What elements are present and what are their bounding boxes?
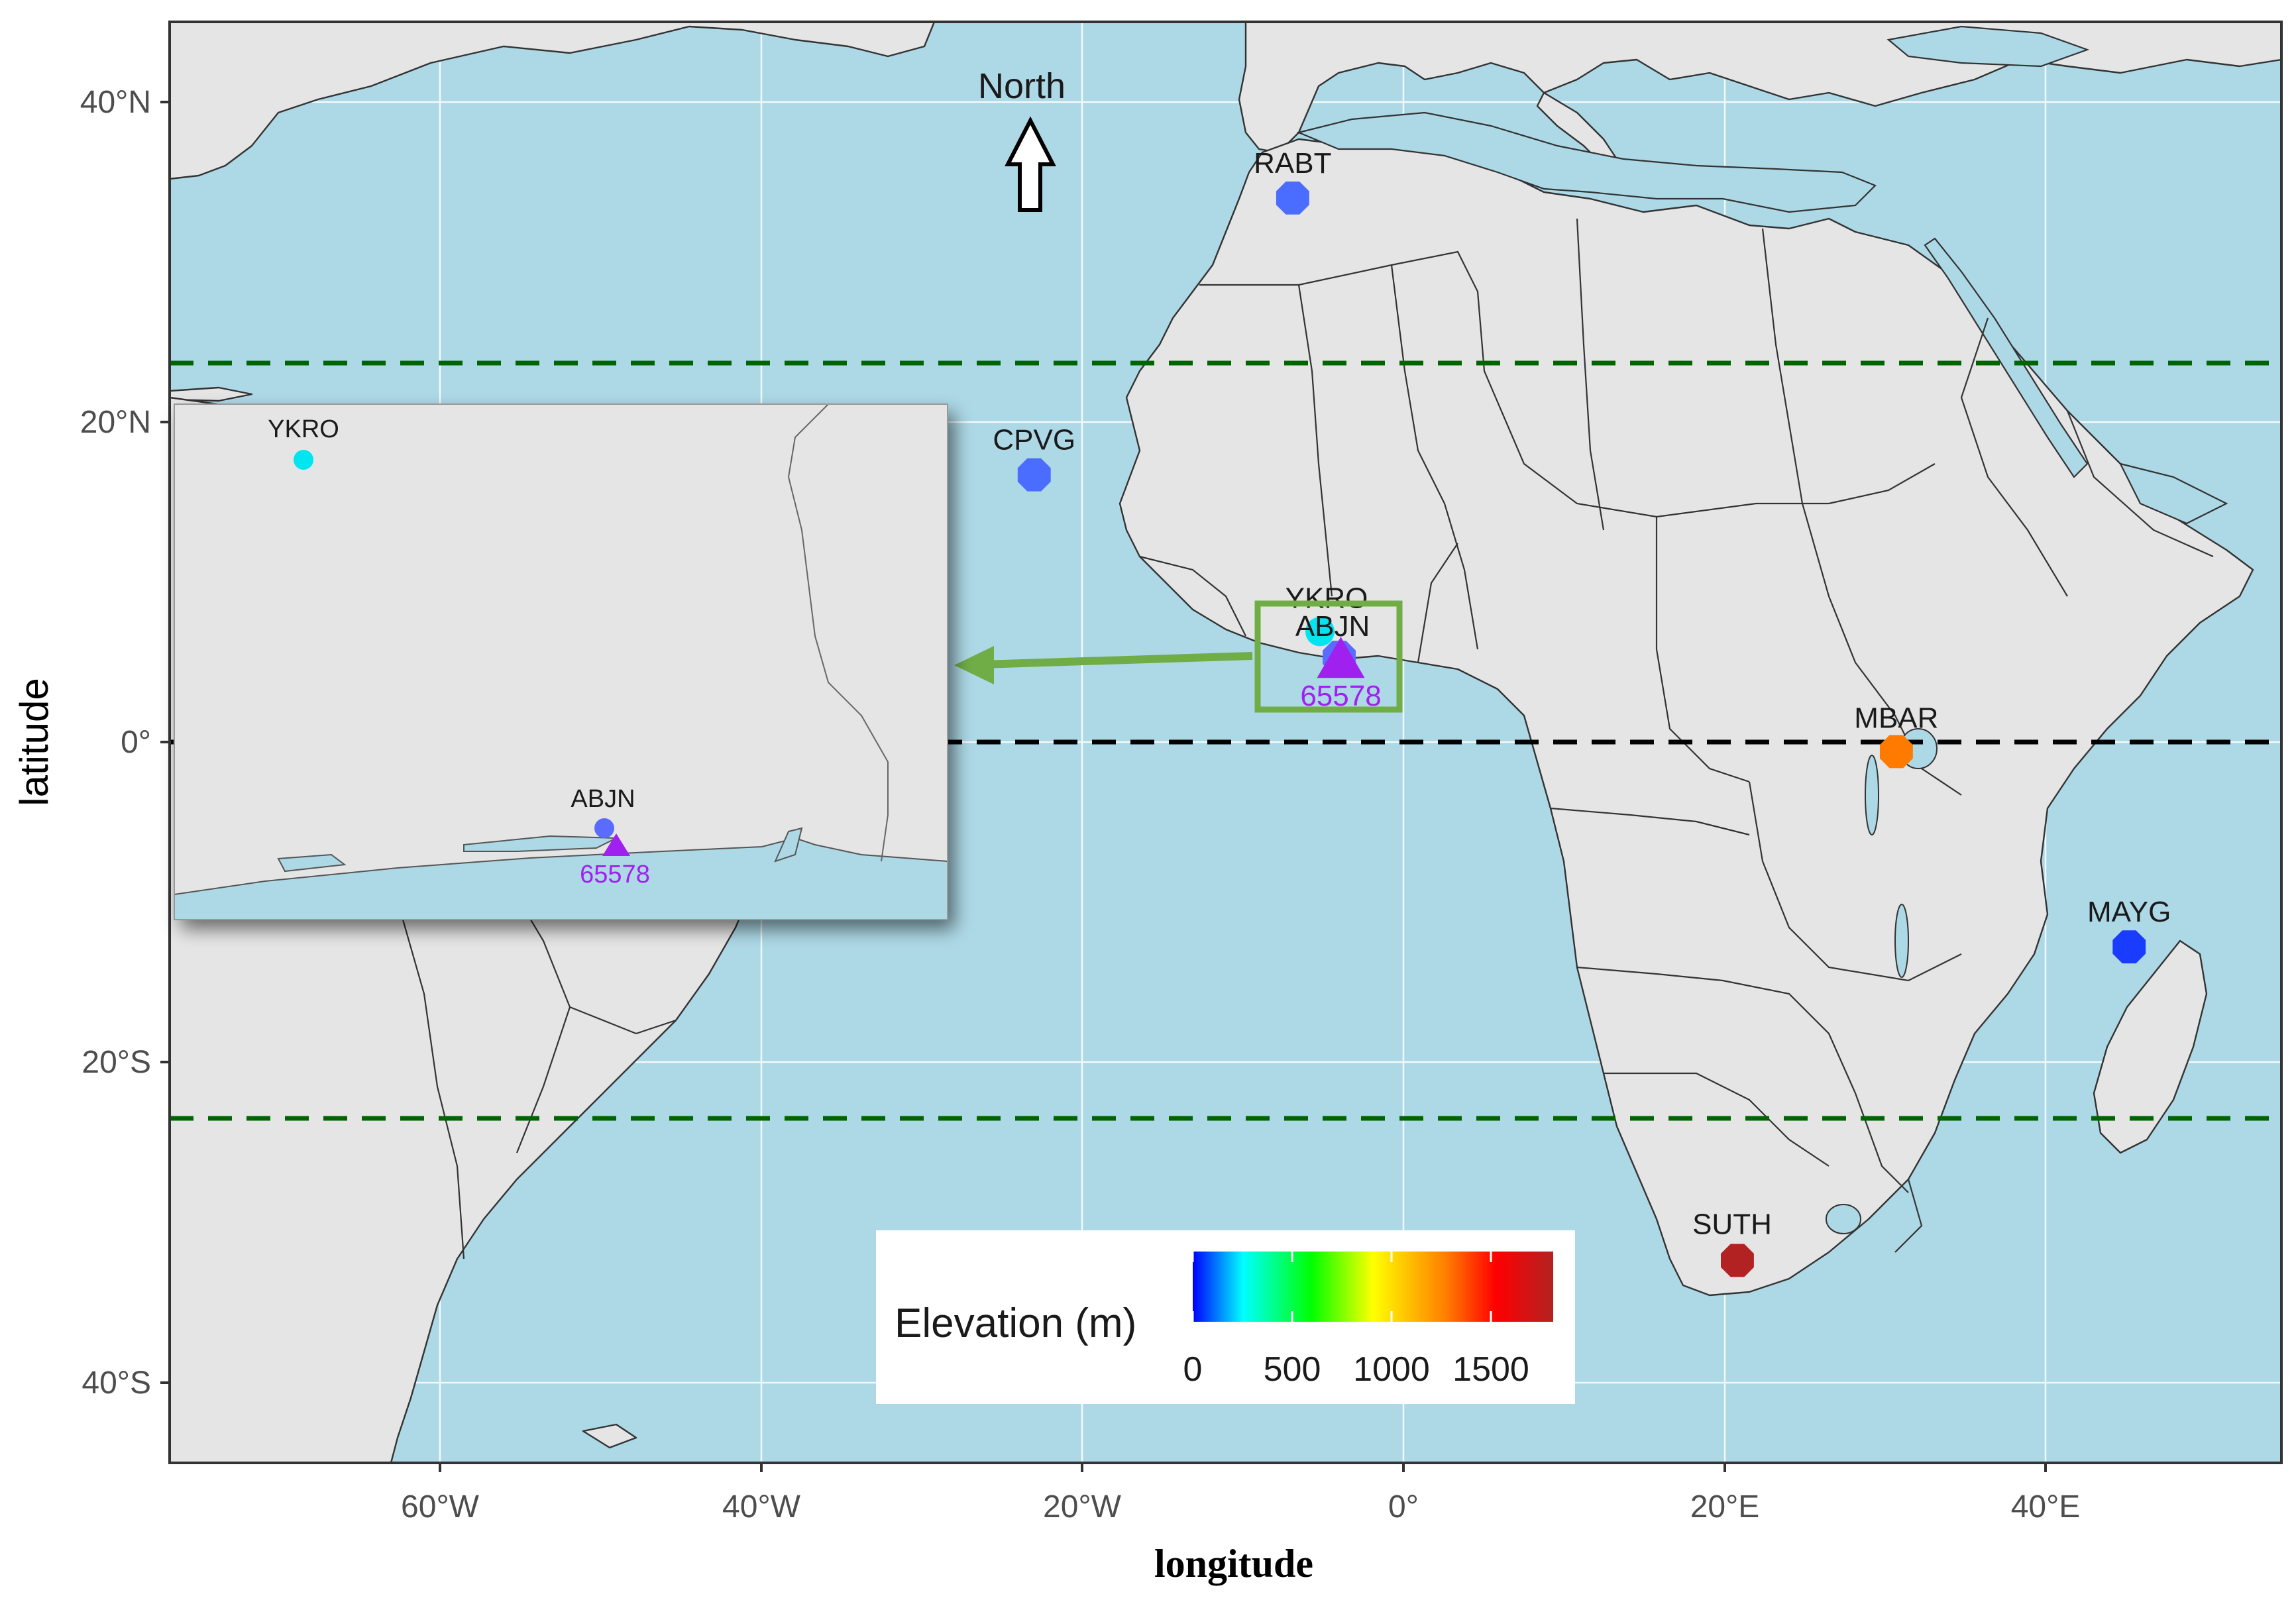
station-label-cpvg: CPVG [993,424,1075,456]
legend-tick: 1500 [1452,1350,1529,1389]
inset-65578-label: 65578 [580,861,650,888]
arrow-left-icon [954,646,994,684]
x-tick-label: 40°W [722,1489,801,1524]
y-tick-label: 40°N [80,85,151,120]
x-tick-label: 0° [1388,1489,1419,1524]
highlight-box [1254,600,1403,713]
north-arrow-icon [1005,116,1056,212]
y-tick-label: 40°S [82,1365,151,1401]
inset-65578-marker [602,833,630,856]
north-arrow-label: North [978,66,1066,106]
north-america [170,22,936,180]
x-tick-labels: 60°W 40°W 20°W 0° 20°E 40°E [401,1489,2080,1524]
station-label-mbar: MBAR [1854,702,1938,734]
inset-map [174,404,948,920]
station-marker-suth [1721,1244,1754,1277]
africa [1119,138,2254,1297]
y-tick-label: 0° [121,725,151,760]
station-marker-mbar [1879,735,1913,769]
x-tick-label: 20°E [1690,1489,1760,1524]
station-label-rabt: RABT [1254,147,1331,180]
axis-ticks [160,101,2047,1472]
inset-ykro-marker [294,450,313,470]
north-arrow: North [978,66,1066,212]
legend-tick: 1000 [1353,1350,1430,1389]
station-label-ykro: YKRO [1285,582,1368,614]
inset-abjn-label: ABJN [571,785,635,813]
y-tick-labels: 40°N 20°N 0° 20°S 40°S [80,85,151,1401]
legend-tick: 0 [1183,1350,1203,1389]
legend-title: Elevation (m) [895,1301,1136,1346]
elevation-legend: Elevation (m) 0 500 1000 1500 [876,1230,1575,1404]
station-label-abjn: ABJN [1295,610,1370,643]
madagascar [2093,939,2208,1154]
station-marker-cpvg [1017,458,1051,492]
station-marker-ykro [1305,617,1335,647]
inset-ykro-label: YKRO [268,415,339,443]
station-label-mayg: MAYG [2087,896,2171,928]
inset-border [787,404,889,862]
station-marker-rabt [1276,182,1309,215]
inland-seas [1296,25,2228,525]
inset-abjn-marker [594,818,614,838]
station-marker-mayg [2112,930,2146,964]
y-axis-title: latitude [12,678,56,806]
station-label-suth: SUTH [1692,1208,1772,1240]
x-tick-label: 60°W [401,1489,480,1524]
inset-arrow [954,646,1253,684]
inset-lagoon [277,827,803,873]
y-tick-label: 20°S [82,1045,151,1080]
legend-colorbar [1193,1252,1553,1322]
site-65578-marker [1317,637,1365,678]
x-tick-label: 20°W [1043,1489,1122,1524]
y-tick-label: 20°N [80,405,151,440]
x-tick-label: 40°E [2011,1489,2081,1524]
x-axis-title: longitude [1154,1542,1313,1585]
legend-tick: 500 [1264,1350,1321,1389]
